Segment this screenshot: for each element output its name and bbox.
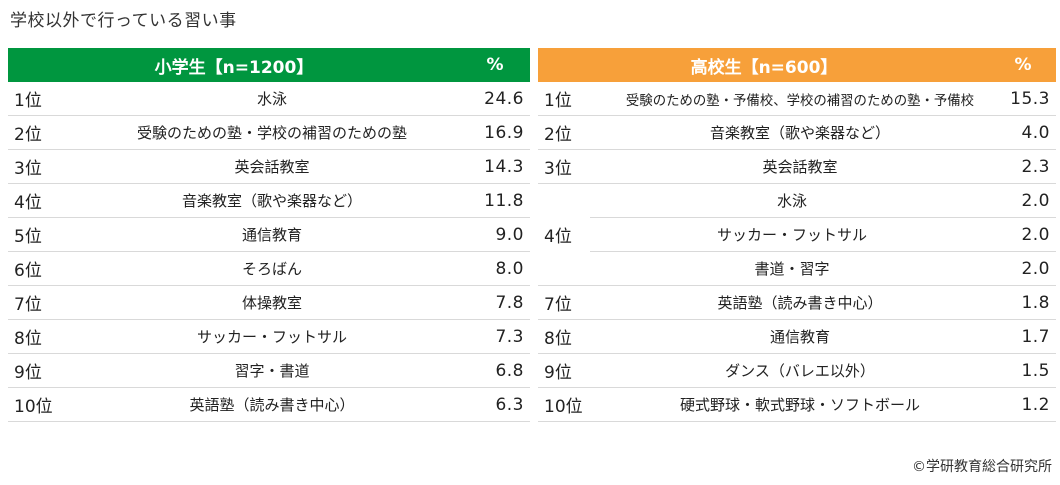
rank-label: 9位 bbox=[14, 363, 42, 383]
item-label: 通信教育 bbox=[241, 226, 302, 244]
table-row: 7位 英語塾（読み書き中心） 1.8 bbox=[538, 286, 1056, 320]
item-label: 水泳 bbox=[776, 192, 807, 210]
item-label: 音楽教室（歌や楽器など） bbox=[709, 124, 890, 142]
page-title: 学校以外で行っている習い事 bbox=[10, 11, 237, 31]
rank-label: 4位 bbox=[14, 193, 42, 213]
table-row: 書道・習字 2.0 bbox=[590, 252, 1056, 286]
copyright-text: ©学研教育総合研究所 bbox=[912, 459, 1052, 475]
item-label: 習字・書道 bbox=[234, 362, 310, 380]
rank-label: 9位 bbox=[544, 363, 572, 383]
rank-label: 8位 bbox=[544, 329, 572, 349]
item-label: 英会話教室 bbox=[762, 158, 838, 176]
percent-value: 2.0 bbox=[1021, 258, 1050, 279]
percent-value: 7.3 bbox=[495, 326, 524, 347]
rank-label: 1位 bbox=[14, 91, 42, 111]
table-row: サッカー・フットサル 2.0 bbox=[590, 218, 1056, 252]
item-label: 硬式野球・軟式野球・ソフトボール bbox=[679, 396, 920, 414]
percent-value: 15.3 bbox=[1010, 88, 1050, 109]
highschool-header: 高校生【n=600】 % bbox=[538, 48, 1056, 82]
table-row: 3位 英会話教室 2.3 bbox=[538, 150, 1056, 184]
percent-value: 24.6 bbox=[484, 88, 524, 109]
percent-value: 2.0 bbox=[1021, 224, 1050, 245]
table-row: 1位 受験のための塾・予備校、学校の補習のための塾・予備校 15.3 bbox=[538, 82, 1056, 116]
rank-label: 5位 bbox=[14, 227, 42, 247]
elementary-header-title: 小学生【n=1200】 bbox=[154, 57, 314, 78]
table-row: 8位 通信教育 1.7 bbox=[538, 320, 1056, 354]
percent-value: 8.0 bbox=[495, 258, 524, 279]
item-label: 通信教育 bbox=[769, 328, 830, 346]
item-label: サッカー・フットサル bbox=[716, 226, 867, 244]
rank-label: 3位 bbox=[14, 159, 42, 179]
percent-value: 14.3 bbox=[484, 156, 524, 177]
rank-label: 1位 bbox=[544, 91, 572, 111]
elementary-rows: 1位 水泳 24.6 2位 受験のための塾・学校の補習のための塾 16.9 3位 英会話教室 1… bbox=[8, 82, 530, 422]
item-label: 英語塾（読み書き中心） bbox=[717, 294, 883, 312]
percent-value: 9.0 bbox=[495, 224, 524, 245]
table-row: 8位 サッカー・フットサル 7.3 bbox=[8, 320, 530, 354]
rank-label: 2位 bbox=[544, 125, 572, 145]
rank-label: 4位 bbox=[538, 184, 590, 286]
highschool-header-percent: % bbox=[1014, 55, 1032, 75]
rank-label: 2位 bbox=[14, 125, 42, 145]
rank-label: 10位 bbox=[544, 397, 583, 417]
table-row: 2位 受験のための塾・学校の補習のための塾 16.9 bbox=[8, 116, 530, 150]
elementary-header-percent: % bbox=[486, 55, 504, 75]
table-row: 5位 通信教育 9.0 bbox=[8, 218, 530, 252]
table-row: 4位 音楽教室（歌や楽器など） 11.8 bbox=[8, 184, 530, 218]
item-label: 体操教室 bbox=[241, 294, 302, 312]
percent-value: 16.9 bbox=[484, 122, 524, 143]
percent-value: 1.5 bbox=[1021, 360, 1050, 381]
percent-value: 11.8 bbox=[484, 190, 524, 211]
percent-value: 1.2 bbox=[1021, 394, 1050, 415]
table-row: 6位 そろばん 8.0 bbox=[8, 252, 530, 286]
percent-value: 4.0 bbox=[1021, 122, 1050, 143]
rank-label: 8位 bbox=[14, 329, 42, 349]
table-row: 9位 ダンス（バレエ以外） 1.5 bbox=[538, 354, 1056, 388]
item-label: 書道・習字 bbox=[754, 260, 830, 278]
rank-label: 10位 bbox=[14, 397, 53, 417]
highschool-header-title: 高校生【n=600】 bbox=[690, 57, 838, 78]
item-label: 水泳 bbox=[256, 90, 287, 108]
rank-label: 7位 bbox=[544, 295, 572, 315]
item-label: ダンス（バレエ以外） bbox=[725, 362, 875, 380]
percent-value: 1.7 bbox=[1021, 326, 1050, 347]
table-row: 10位 硬式野球・軟式野球・ソフトボール 1.2 bbox=[538, 388, 1056, 422]
percent-value: 2.0 bbox=[1021, 190, 1050, 211]
elementary-header: 小学生【n=1200】 % bbox=[8, 48, 530, 82]
table-row: 10位 英語塾（読み書き中心） 6.3 bbox=[8, 388, 530, 422]
highschool-table: 高校生【n=600】 % 1位 受験のための塾・予備校、学校の補習のための塾・予備… bbox=[538, 48, 1056, 422]
table-row: 水泳 2.0 bbox=[590, 184, 1056, 218]
item-label: 受験のための塾・予備校、学校の補習のための塾・予備校 bbox=[625, 93, 975, 109]
item-label: サッカー・フットサル bbox=[196, 328, 347, 346]
table-row: 9位 習字・書道 6.8 bbox=[8, 354, 530, 388]
table-row: 1位 水泳 24.6 bbox=[8, 82, 530, 116]
percent-value: 7.8 bbox=[495, 292, 524, 313]
item-label: 英語塾（読み書き中心） bbox=[189, 396, 355, 414]
percent-value: 6.3 bbox=[495, 394, 524, 415]
elementary-table: 小学生【n=1200】 % 1位 水泳 24.6 2位 受験のための塾・学校の補習のため… bbox=[8, 48, 530, 422]
table-row: 2位 音楽教室（歌や楽器など） 4.0 bbox=[538, 116, 1056, 150]
rank-label: 7位 bbox=[14, 295, 42, 315]
rank-label: 6位 bbox=[14, 261, 42, 281]
item-label: 受験のための塾・学校の補習のための塾 bbox=[136, 124, 407, 142]
percent-value: 6.8 bbox=[495, 360, 524, 381]
table-row: 3位 英会話教室 14.3 bbox=[8, 150, 530, 184]
percent-value: 1.8 bbox=[1021, 292, 1050, 313]
item-label: 音楽教室（歌や楽器など） bbox=[181, 192, 362, 210]
item-label: そろばん bbox=[241, 260, 302, 278]
tied-rank-group: 4位 水泳 2.0 サッカー・フットサル 2.0 書道・習字 2.0 bbox=[538, 184, 1056, 286]
item-label: 英会話教室 bbox=[234, 158, 310, 176]
highschool-rows: 1位 受験のための塾・予備校、学校の補習のための塾・予備校 15.3 2位 音楽教室（歌… bbox=[538, 82, 1056, 422]
table-row: 7位 体操教室 7.8 bbox=[8, 286, 530, 320]
rank-label: 3位 bbox=[544, 159, 572, 179]
percent-value: 2.3 bbox=[1021, 156, 1050, 177]
